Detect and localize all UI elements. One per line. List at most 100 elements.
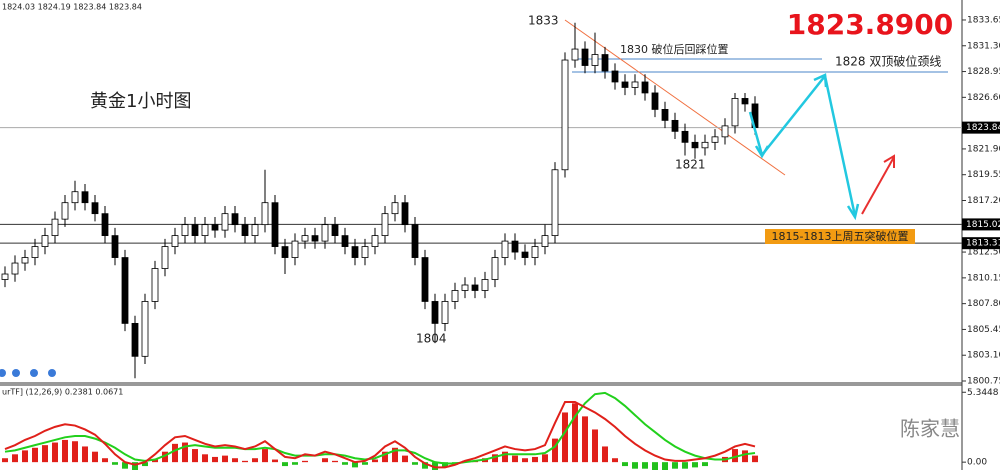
histogram-bar <box>752 455 758 463</box>
price-label: 1815.02 <box>966 220 1000 230</box>
histogram-bar <box>352 462 358 468</box>
icon <box>0 369 6 377</box>
y-tick-label: 1819.55 <box>967 170 1000 180</box>
histogram-bar <box>192 449 198 463</box>
y-tick-label: 1805.45 <box>967 325 1000 335</box>
candle-body <box>681 130 689 143</box>
candle-body <box>621 81 629 88</box>
histogram-bar <box>282 462 288 467</box>
arrow-shaft <box>861 156 895 215</box>
histogram-bar <box>142 462 148 467</box>
candle-body <box>191 224 199 237</box>
histogram-bar <box>252 458 258 463</box>
candle-body <box>691 141 699 149</box>
candle-body <box>81 191 89 204</box>
y-tick-label: 1821.90 <box>967 144 1000 154</box>
histogram-bar <box>552 438 558 463</box>
candle-body <box>161 246 169 269</box>
y-tick-label: 1800.75 <box>967 377 1000 387</box>
histogram-bar <box>202 454 208 463</box>
histogram-bar <box>572 403 578 463</box>
candle-body <box>331 224 339 237</box>
histogram-bar <box>492 454 498 463</box>
candle-body <box>351 246 359 258</box>
candle-body <box>1 273 9 280</box>
annotation-box <box>765 229 915 244</box>
annotation: 1804 <box>416 332 447 346</box>
y-tick-label: 1833.65 <box>967 15 1000 25</box>
candle-body <box>491 257 499 280</box>
histogram-bar <box>22 450 28 463</box>
histogram-bar <box>612 458 618 463</box>
histogram-bar <box>212 456 218 463</box>
histogram-bar <box>692 462 698 468</box>
candle-body <box>741 98 749 105</box>
y-tick-label: 1817.20 <box>967 196 1000 206</box>
histogram-bar <box>542 454 548 463</box>
histogram-bar <box>642 462 648 469</box>
candle-body <box>71 191 79 204</box>
candle-body <box>591 54 599 66</box>
candle-body <box>11 262 19 275</box>
histogram-bar <box>182 442 188 463</box>
chart-title: 黄金1小时图 <box>90 91 191 112</box>
y-tick-label: 1812.50 <box>967 248 1000 258</box>
candle-body <box>501 240 509 258</box>
price-label-box <box>962 218 1000 231</box>
candle-body <box>571 48 579 61</box>
histogram-bar <box>292 462 298 465</box>
candle-body <box>431 301 439 324</box>
histogram-bar <box>332 460 338 463</box>
annotation: 1815-1813上周五突破位置 <box>772 229 909 243</box>
histogram-bar <box>662 462 668 470</box>
annotation: 1828 双顶破位颈线 <box>835 54 941 69</box>
histogram-bar <box>562 412 568 463</box>
histogram-bar <box>732 449 738 463</box>
candle-body <box>371 235 379 247</box>
candle-body <box>121 257 129 324</box>
histogram-bar <box>222 455 228 463</box>
candle-body <box>301 235 309 242</box>
histogram-bar <box>392 447 398 463</box>
annotation: 1830 破位后回踩位置 <box>620 42 729 56</box>
candle-body <box>661 109 669 121</box>
candle-body <box>221 213 229 231</box>
candle-body <box>421 257 429 302</box>
trend-line <box>564 19 786 176</box>
candle-body <box>201 224 209 237</box>
candle-body <box>41 235 49 247</box>
histogram-bar <box>42 445 48 463</box>
candle-body <box>211 224 219 231</box>
histogram-bar <box>2 458 8 463</box>
icon <box>12 369 20 377</box>
histogram-bar <box>12 454 18 463</box>
y-tick-label: 5.3448 <box>967 388 999 398</box>
annotation: 1821 <box>675 158 706 172</box>
price-label-box <box>962 121 1000 134</box>
candle-body <box>541 235 549 247</box>
histogram-bar <box>152 459 158 463</box>
y-tick-label: 1803.10 <box>967 351 1000 361</box>
candle-body <box>61 202 69 220</box>
histogram-bar <box>242 460 248 463</box>
candle-body <box>551 169 559 237</box>
forecast-arrows <box>748 73 860 221</box>
indicator-line <box>4 391 756 465</box>
candle-body <box>601 54 609 72</box>
arrow-head <box>846 203 860 221</box>
histogram-bar <box>412 462 418 465</box>
candle-body <box>51 218 59 237</box>
header: 1824.03 1824.19 1823.84 1823.84 <box>2 3 142 12</box>
candle-body <box>581 48 589 66</box>
candle-body <box>731 98 739 127</box>
candle-body <box>471 284 479 291</box>
candle-body <box>641 81 649 94</box>
indicator-line <box>4 401 756 469</box>
histogram-bar <box>602 446 608 463</box>
histogram-bar <box>682 462 688 469</box>
price-label-box <box>962 237 1000 250</box>
icon <box>30 369 38 377</box>
candle-body <box>291 240 299 258</box>
histogram-bar <box>342 462 348 465</box>
histogram-bar <box>622 462 628 467</box>
